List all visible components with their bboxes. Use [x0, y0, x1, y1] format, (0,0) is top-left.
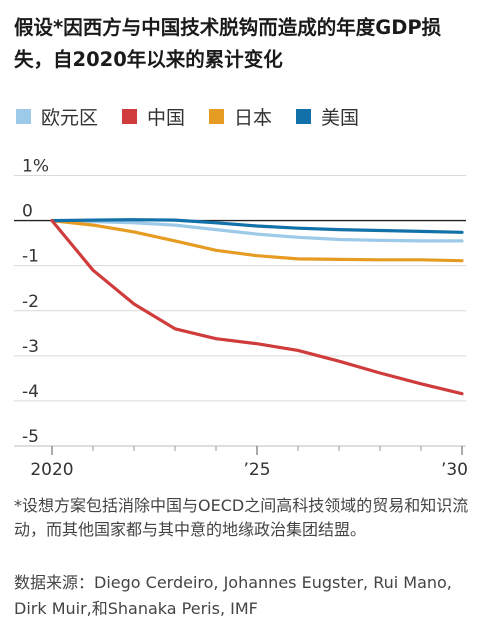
- legend-swatch-china: [122, 108, 138, 124]
- series-line-japan: [50, 219, 464, 263]
- y-tick-label: -1: [22, 247, 39, 267]
- legend: 欧元区 中国 日本 美国: [16, 102, 383, 130]
- footnote: *设想方案包括消除中国与OECD之间高科技领域的贸易和知识流动，而其他国家都与其…: [14, 496, 469, 539]
- legend-label-eurozone: 欧元区: [41, 106, 99, 129]
- source-note: 数据来源：Diego Cerdeiro, Johannes Eugster, R…: [14, 573, 452, 618]
- legend-item-usa: 美国: [296, 103, 359, 130]
- legend-label-usa: 美国: [321, 106, 360, 129]
- y-tick-label: -2: [22, 292, 39, 312]
- y-tick-label: 1%: [22, 157, 49, 177]
- legend-item-eurozone: 欧元区: [16, 103, 98, 130]
- y-tick-label: -4: [22, 382, 39, 402]
- legend-item-china: 中国: [122, 103, 185, 130]
- chart-title: 假设*因西方与中国技术脱钩而造成的年度GDP损失，自2020年以来的累计变化: [14, 16, 442, 71]
- x-axis: 2020 ’25 ’30: [14, 445, 468, 480]
- y-tick-label: 0: [22, 202, 33, 222]
- legend-item-japan: 日本: [209, 103, 272, 130]
- series-line-usa: [50, 218, 464, 234]
- x-tick-label: 2020: [30, 460, 73, 480]
- x-tick-label: ’30: [441, 460, 468, 480]
- y-tick-label: -5: [22, 427, 39, 447]
- legend-swatch-japan: [209, 108, 225, 124]
- grid-lines: [14, 175, 466, 447]
- series-line-china: [50, 219, 464, 396]
- legend-swatch-eurozone: [16, 108, 31, 124]
- y-axis-ticks: 1% 0 -1 -2 -3 -4 -5: [22, 157, 49, 448]
- x-tick-label: ’25: [243, 460, 270, 480]
- series-lines: [50, 218, 464, 396]
- legend-swatch-usa: [296, 108, 312, 124]
- y-tick-label: -3: [22, 337, 39, 357]
- legend-label-japan: 日本: [234, 106, 273, 129]
- series-line-eurozone: [50, 219, 464, 243]
- legend-label-china: 中国: [147, 106, 186, 129]
